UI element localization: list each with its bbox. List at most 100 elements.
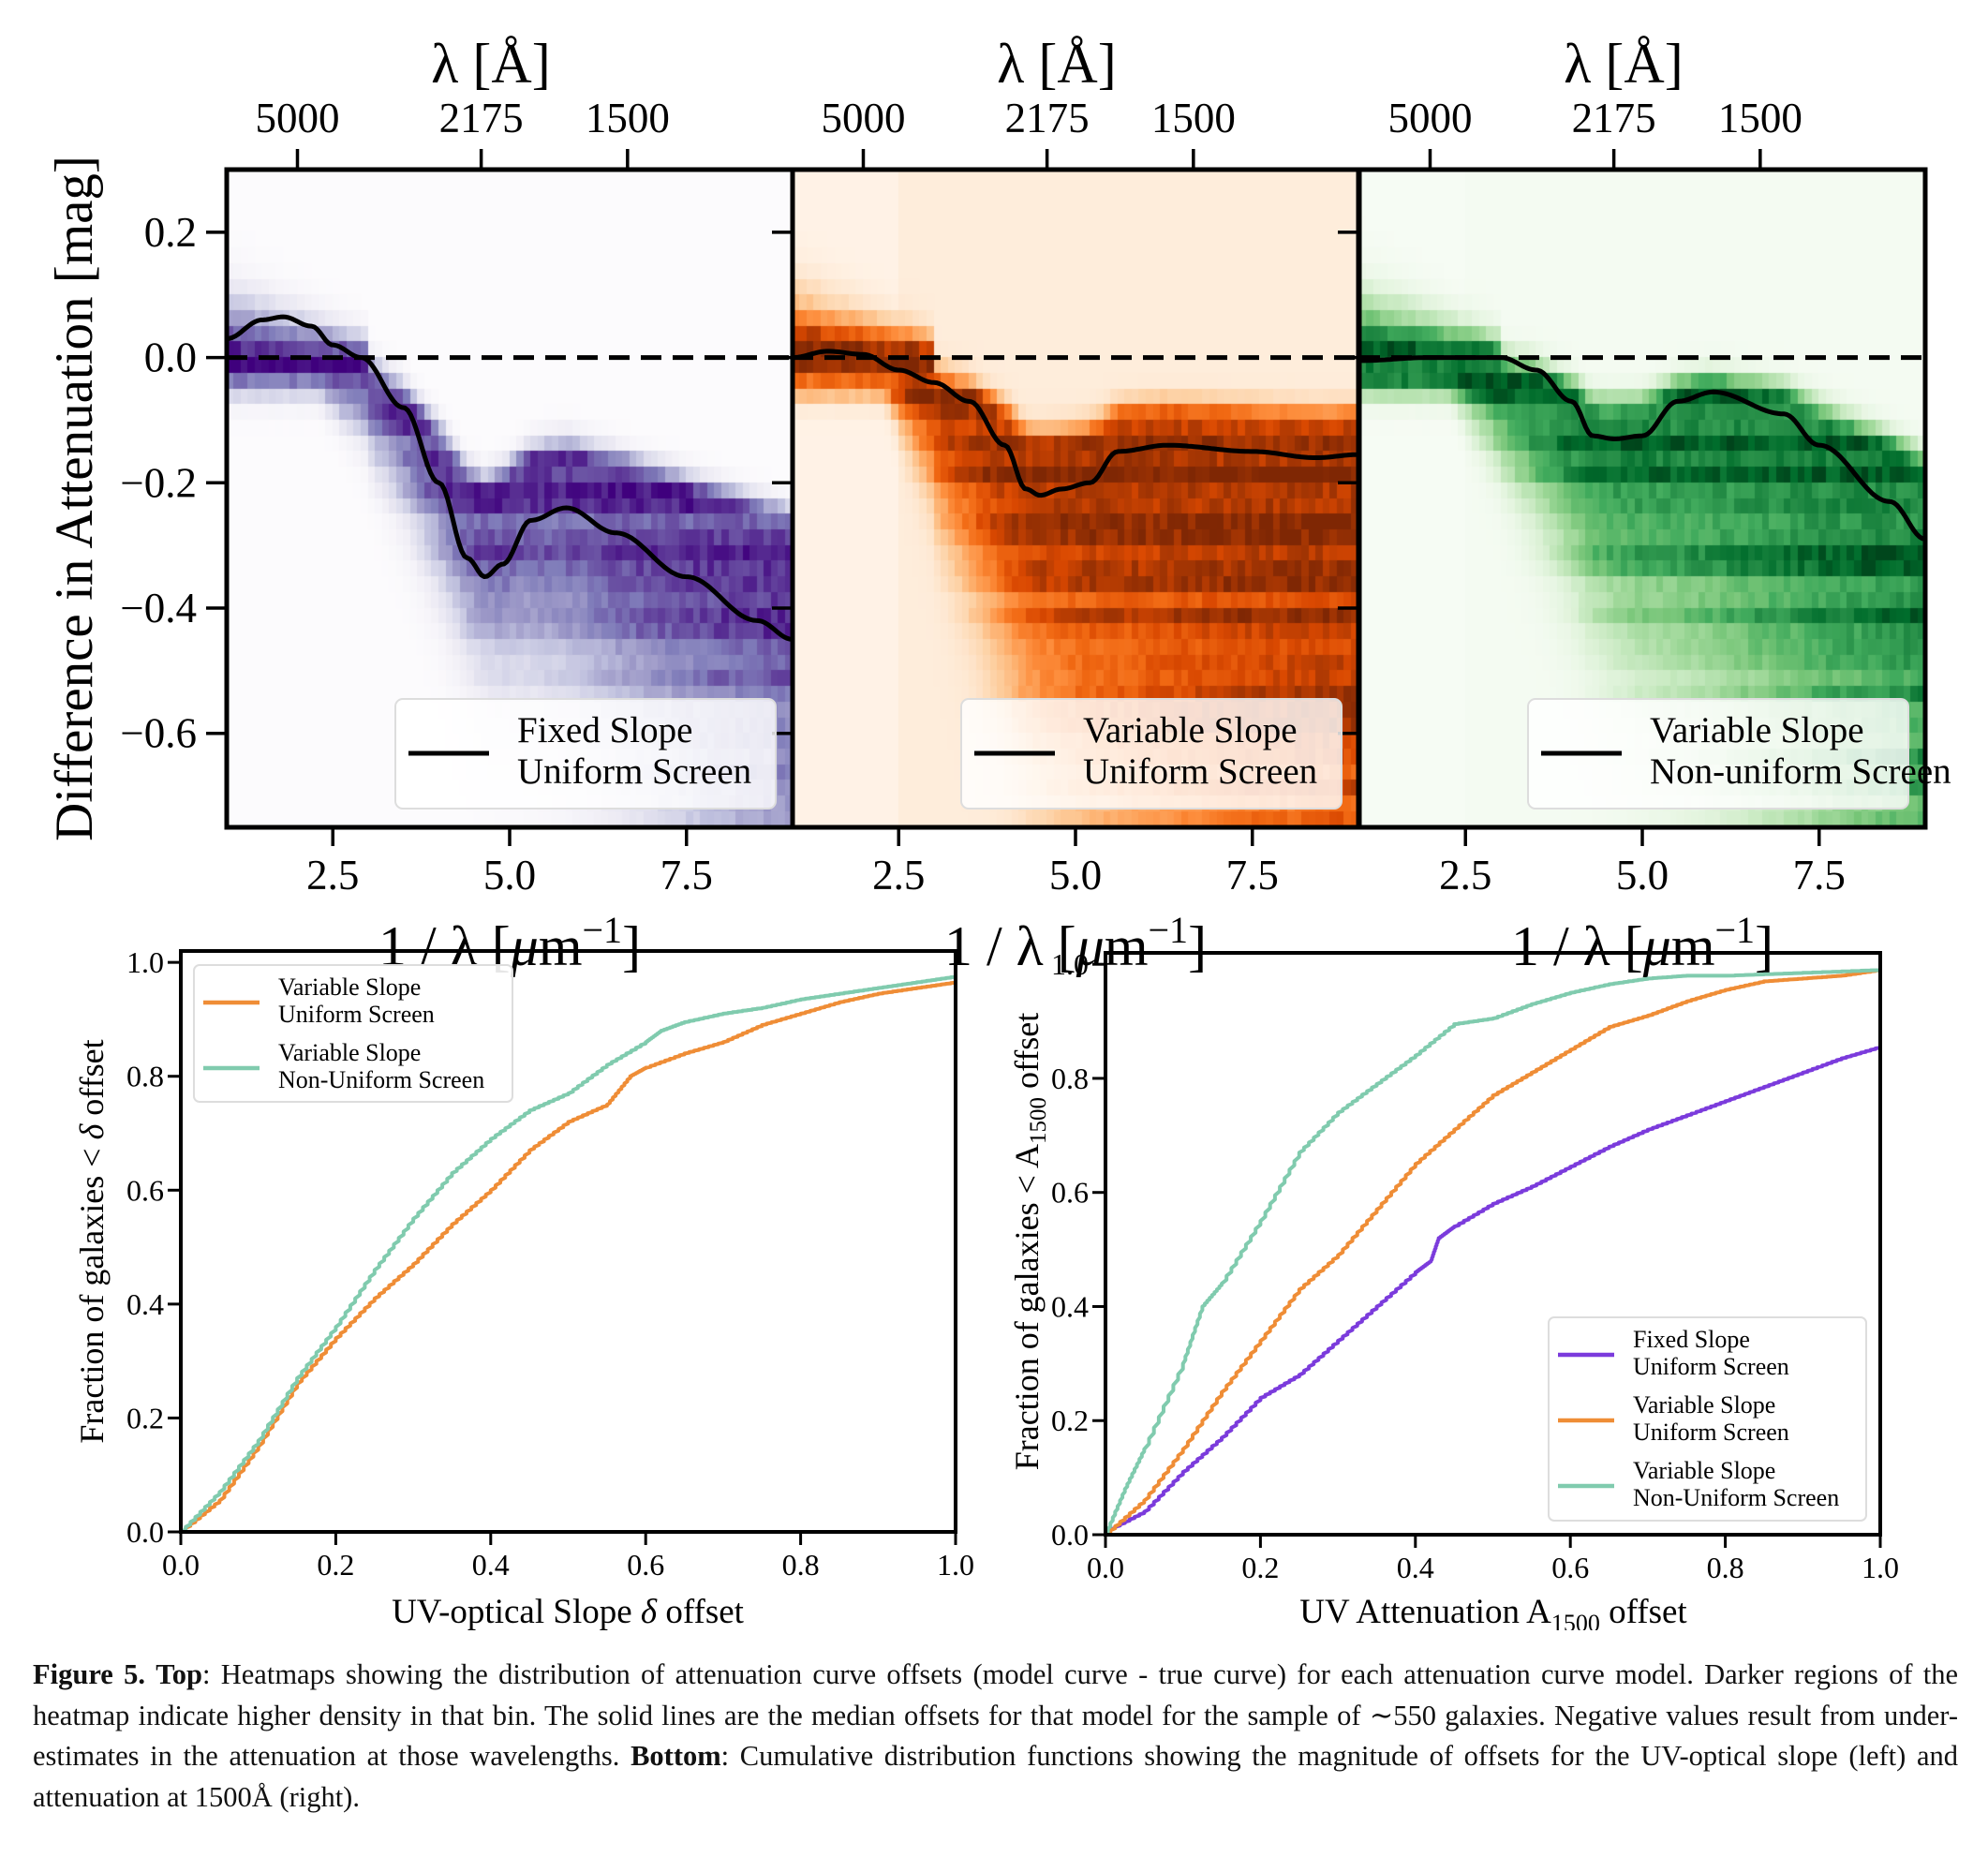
xlabel-part: offset (657, 1593, 745, 1630)
figure-svg: Difference in Attenuation [mag] Fraction… (45, 33, 1951, 1630)
x-tick-label: 0.4 (472, 1548, 510, 1582)
legend-label-line2: Uniform Screen (517, 751, 751, 792)
svg-text:Fraction of galaxies < A1500: Fraction of galaxies < A1500 offset (1008, 1013, 1051, 1471)
axis-label-part: ] (1755, 915, 1773, 977)
legend-label-line1: Variable Slope (1083, 710, 1298, 750)
top-tick-label: 5000 (1388, 95, 1473, 141)
axis-label-part: μ (1076, 915, 1105, 977)
caption-top-label: Top (156, 1658, 203, 1690)
y-tick-label: 0.2 (144, 209, 197, 256)
y-tick-label: −0.6 (120, 710, 197, 757)
bottom-right-ylabel: Fraction of galaxies < A1500 offset (1008, 1013, 1051, 1471)
y-tick-label: 0.4 (126, 1287, 164, 1321)
x-tick-label: 5.0 (1049, 852, 1102, 899)
y-tick-label: 0.4 (1051, 1289, 1089, 1323)
x-tick-label: 2.5 (1439, 852, 1491, 899)
cdf-line-series-2 (1104, 968, 1882, 1537)
axis-label-part: m (539, 915, 583, 977)
top-tick-label: 1500 (586, 95, 670, 141)
ylabel-part: Fraction of galaxies < (73, 1139, 111, 1443)
top-ylabel: Difference in Attenuation [mag] (45, 156, 104, 841)
x-tick-label: 7.5 (1226, 852, 1279, 899)
y-tick-label: 1.0 (126, 945, 164, 979)
bottom-right-xlabel: UV Attenuation A1500 offset (1299, 1593, 1687, 1630)
x-tick-label: 0.2 (1241, 1551, 1279, 1584)
axis-label-part: 1 / λ [ (944, 915, 1076, 977)
x-tick-label: 0.2 (317, 1548, 354, 1582)
top-axis-label: λ [Å] (997, 33, 1116, 95)
y-tick-label: 0.0 (126, 1515, 164, 1549)
legend-box (1548, 1316, 1867, 1522)
axis-label-part: μ (1642, 915, 1671, 977)
cdf-line-series-0 (1105, 1046, 1882, 1534)
figure-caption: Figure 5. Top: Heatmaps showing the dist… (33, 1655, 1958, 1818)
cdf-panel-1: 0.0 0.2 0.4 0.6 0.8 1.0 0.0 0.2 0.4 0.6 0.8 1.0 Fixe… (1051, 947, 1899, 1584)
legend-label-line2: Non-uniform Screen (1650, 751, 1951, 792)
top-panel-1: 2.5 5.0 7.5 5000 2175 1500 λ [Å] 1 / λ [μm−1] Va… (790, 33, 1361, 977)
legend-label-line1: Variable Slope (1650, 710, 1864, 750)
axis-label-part: −1 (583, 909, 623, 951)
ylabel-part: offset (1008, 1013, 1046, 1097)
legend-label-line1: Fixed Slope (517, 710, 692, 750)
legend-label-line1: Variable Slope (278, 1039, 421, 1066)
legend-label-line2: Uniform Screen (1083, 751, 1317, 792)
y-tick-label: 0.2 (1051, 1404, 1089, 1437)
ylabel-part: offset (73, 1039, 111, 1123)
x-tick-label: 0.6 (627, 1548, 664, 1582)
caption-bottom-label: Bottom (631, 1740, 721, 1772)
legend-label-line2: Non-Uniform Screen (278, 1066, 484, 1093)
legend-label-line2: Uniform Screen (1633, 1419, 1789, 1446)
xlabel-part: offset (1600, 1593, 1688, 1630)
x-tick-label: 5.0 (1616, 852, 1669, 899)
ylabel-part: Fraction of galaxies < A (1008, 1144, 1046, 1470)
top-panel-2: 2.5 5.0 7.5 5000 2175 1500 λ [Å] 1 / λ [μm−1] Va… (1357, 33, 1951, 977)
cdf-line-series-1 (1105, 968, 1882, 1537)
median-offset-line (226, 314, 794, 642)
xlabel-subscript: 1500 (1551, 1610, 1600, 1630)
legend-label-line1: Variable Slope (1633, 1457, 1775, 1484)
axis-label-part: −1 (1715, 909, 1756, 951)
x-tick-label: 1.0 (937, 1548, 974, 1582)
legend-label-line2: Uniform Screen (278, 1001, 435, 1028)
top-tick-label: 1500 (1718, 95, 1803, 141)
cdf-line-series-0 (180, 980, 957, 1534)
x-tick-label: 5.0 (483, 852, 536, 899)
legend-label-line2: Uniform Screen (1633, 1353, 1789, 1380)
x-tick-label: 1.0 (1862, 1551, 1899, 1584)
top-tick-label: 2175 (1005, 95, 1090, 141)
x-tick-label: 0.0 (162, 1548, 200, 1582)
cdf-line-series-1 (180, 974, 957, 1534)
top-tick-label: 5000 (256, 95, 340, 141)
top-axis-label: λ [Å] (1564, 33, 1683, 95)
caption-bottom-text: : Cumulative distribution functions show… (33, 1740, 1959, 1813)
axis-label-part: ] (1188, 915, 1207, 977)
legend-box (1527, 698, 1909, 810)
axis-label-part: ] (622, 915, 641, 977)
top-panel-0: 2.5 5.0 7.5 5000 2175 1500 0.2 0.0 −0.2 −0.4 −0.6 λ… (120, 33, 795, 977)
x-tick-label: 0.8 (1707, 1551, 1744, 1584)
bottom-left-xlabel: UV-optical Slope δ offset (392, 1593, 745, 1630)
y-tick-label: 0.0 (144, 334, 197, 381)
top-tick-label: 5000 (822, 95, 906, 141)
y-tick-label: −0.4 (120, 585, 197, 631)
bottom-left-ylabel: Fraction of galaxies < δ offset (73, 1039, 111, 1443)
figure-plots: Difference in Attenuation [mag] Fraction… (45, 33, 1951, 1630)
caption-figure-label: Figure 5. (33, 1658, 145, 1690)
legend-label-line1: Variable Slope (1633, 1391, 1775, 1419)
y-tick-label: 0.6 (1051, 1176, 1089, 1210)
bottom-axis-label: 1 / λ [μm−1] (944, 909, 1207, 977)
x-tick-label: 2.5 (306, 852, 359, 899)
panel-frame (1104, 951, 1882, 1537)
legend-label-line2: Non-Uniform Screen (1633, 1484, 1839, 1511)
top-tick-label: 1500 (1151, 95, 1236, 141)
x-tick-label: 2.5 (872, 852, 925, 899)
ylabel-subscript: 1500 (1026, 1097, 1051, 1144)
bottom-axis-label: 1 / λ [μm−1] (1511, 909, 1773, 977)
legend-label-line1: Fixed Slope (1633, 1326, 1750, 1353)
median-offset-line (792, 349, 1358, 498)
top-axis-label: λ [Å] (431, 33, 550, 95)
top-tick-label: 2175 (439, 95, 524, 141)
median-offset-line (1359, 355, 1926, 542)
x-tick-label: 7.5 (1793, 852, 1846, 899)
axis-label-part: μ (510, 915, 539, 977)
